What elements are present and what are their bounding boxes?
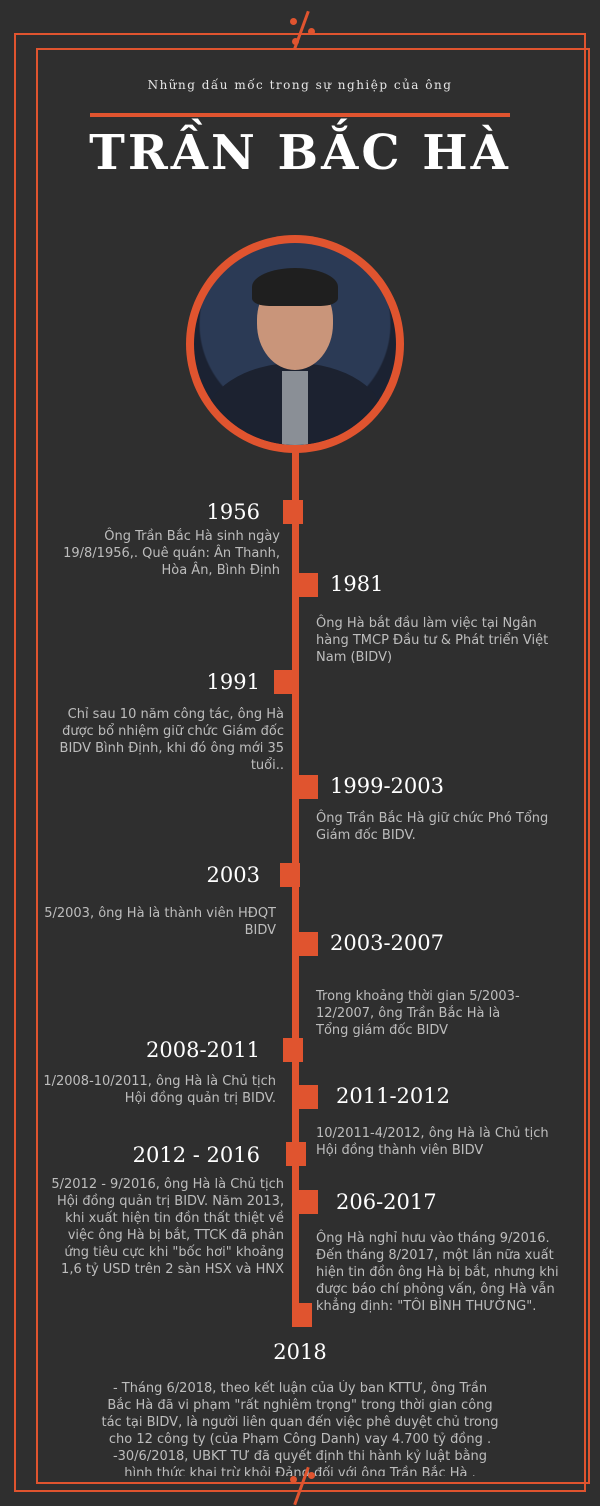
page-title: TRẦN BẮC HÀ — [89, 125, 511, 181]
timeline-year: 2008-2011 — [146, 1038, 260, 1062]
title-divider — [90, 113, 510, 117]
timeline-marker — [280, 863, 300, 887]
timeline-marker — [298, 1190, 318, 1214]
timeline-marker — [274, 670, 294, 694]
timeline-year: 1981 — [330, 572, 384, 596]
timeline-marker — [286, 1142, 306, 1166]
timeline-marker — [292, 1303, 312, 1327]
timeline-year: 1999-2003 — [330, 774, 444, 798]
page-subtitle: Những dấu mốc trong sự nghiệp của ông — [147, 78, 453, 92]
timeline-text: Ông Hà bắt đầu làm việc tại Ngân hàng TM… — [316, 616, 549, 665]
timeline-text: Trong khoảng thời gian 5/2003-12/2007, ô… — [316, 989, 520, 1038]
portrait-frame — [186, 235, 404, 453]
timeline-year: 1956 — [206, 500, 260, 524]
timeline-marker — [283, 1038, 303, 1062]
timeline-text: 1/2008-10/2011, ông Hà là Chủ tịch Hội đ… — [43, 1074, 276, 1106]
timeline-year: 206-2017 — [336, 1190, 437, 1214]
timeline-year: 2011-2012 — [336, 1084, 450, 1108]
timeline-marker — [298, 775, 318, 799]
inner-frame — [36, 48, 590, 1484]
timeline-year: 2003-2007 — [330, 931, 444, 955]
timeline-text: 5/2003, ông Hà là thành viên HĐQT BIDV — [44, 906, 276, 938]
timeline-year: 2003 — [206, 863, 260, 887]
timeline-line — [292, 452, 299, 1322]
timeline-text: Ông Hà nghỉ hưu vào tháng 9/2016. Đến th… — [316, 1231, 559, 1314]
timeline-text: - Tháng 6/2018, theo kết luận của Ủy ban… — [101, 1381, 499, 1476]
portrait-photo — [194, 243, 396, 445]
timeline-text: 10/2011-4/2012, ông Hà là Chủ tịch Hội đ… — [316, 1126, 549, 1158]
timeline-text: Ông Trần Bắc Hà giữ chức Phó Tổng Giám đ… — [316, 811, 549, 843]
timeline-marker — [283, 500, 303, 524]
timeline-year: 1991 — [206, 670, 260, 694]
timeline-marker — [298, 573, 318, 597]
bottom-ornament-icon — [282, 1466, 322, 1506]
timeline-text: Chỉ sau 10 năm công tác, ông Hà được bổ … — [59, 707, 284, 773]
timeline-text: Ông Trần Bắc Hà sinh ngày 19/8/1956,. Qu… — [63, 529, 280, 578]
timeline-text: 5/2012 - 9/2016, ông Hà là Chủ tịch Hội … — [51, 1177, 284, 1277]
timeline-year: 2012 - 2016 — [132, 1143, 260, 1167]
top-ornament-icon — [282, 10, 322, 50]
timeline-year: 2018 — [273, 1340, 327, 1364]
timeline-marker — [298, 1085, 318, 1109]
timeline-marker — [298, 932, 318, 956]
